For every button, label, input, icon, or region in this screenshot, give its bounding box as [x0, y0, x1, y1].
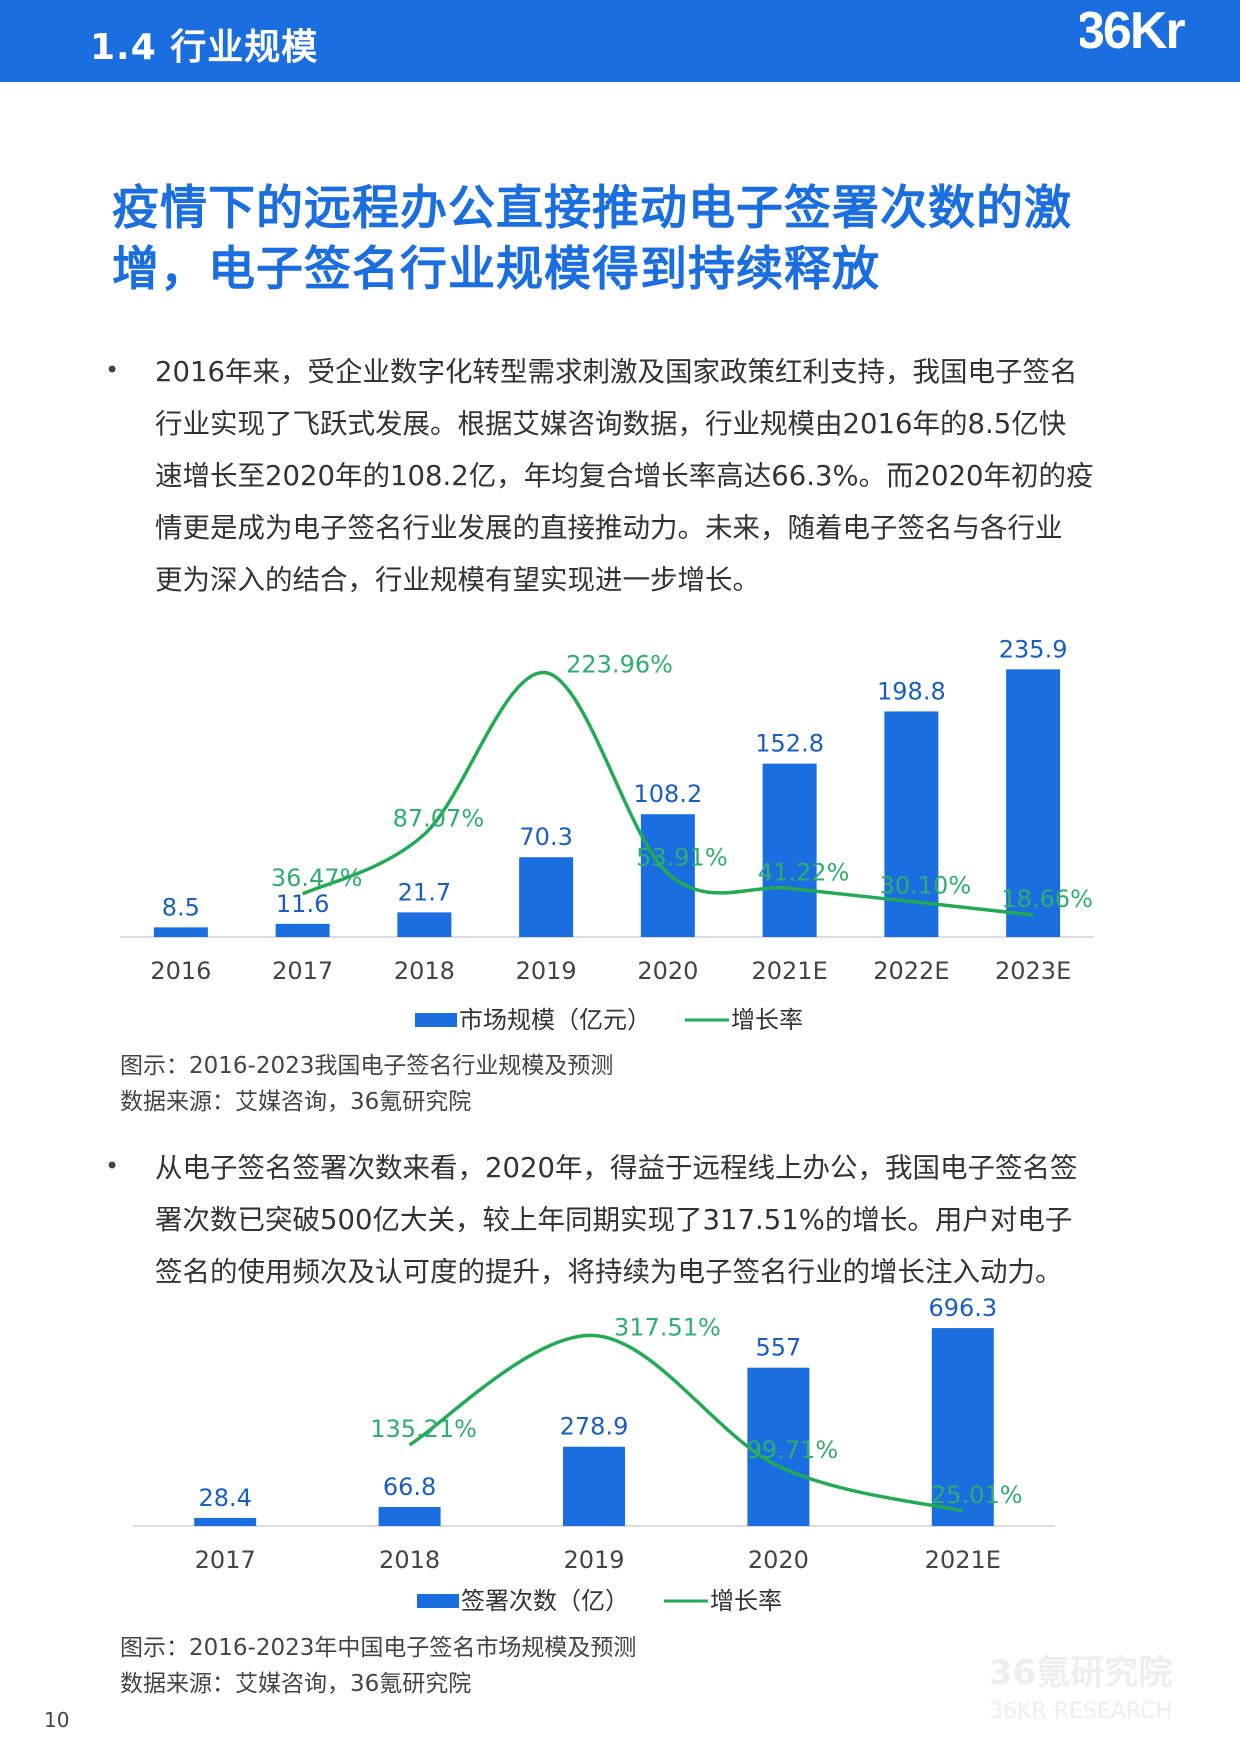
bar-value-label: 108.2 — [634, 780, 703, 808]
text-line: 从电子签名签署次数来看，2020年，得益于远程线上办公，我国电子签名签 — [155, 1152, 1078, 1184]
page-headline: 疫情下的远程办公直接推动电子签署次数的激 增，电子签名行业规模得到持续释放 — [112, 178, 1142, 300]
growth-rate-label: 87.07% — [393, 804, 485, 832]
legend-label-bar: 签署次数（亿） — [461, 1587, 629, 1615]
x-tick-label: 2023E — [995, 957, 1071, 985]
x-tick-label: 2017 — [195, 1546, 256, 1574]
growth-rate-label: 317.51% — [614, 1313, 721, 1341]
text-line: 署次数已突破500亿大关，较上年同期实现了317.51%的增长。用户对电子 — [155, 1204, 1073, 1236]
signing-count-chart: 28.4 2017 66.8 2018 278.9 2019 557 2020 696.3 202… — [133, 1294, 1055, 1615]
bar-value-label: 235.9 — [999, 635, 1068, 663]
headline-line-2: 增，电子签名行业规模得到持续释放 — [112, 242, 880, 297]
text-line: 签名的使用频次及认可度的提升，将持续为电子签名行业的增长注入动力。 — [155, 1256, 1063, 1288]
market-size-chart: 8.5 2016 11.6 2017 21.7 2018 70.3 2019 108.2 2020… — [120, 635, 1094, 1030]
growth-rate-label: 18.66% — [1001, 885, 1093, 913]
bar — [747, 1367, 810, 1526]
growth-rate-label: 41.22% — [758, 858, 850, 886]
figure-caption-1: 图示：2016-2023我国电子签名行业规模及预测 数据来源：艾媒咨询，36氪研… — [120, 1048, 613, 1120]
bar — [931, 1328, 994, 1526]
text-line: 更为深入的结合，行业规模有望实现进一步增长。 — [155, 564, 760, 596]
growth-rate-label: 25.01% — [931, 1481, 1023, 1509]
bar-value-label: 198.8 — [877, 677, 946, 705]
bar — [275, 923, 330, 937]
bar — [519, 857, 574, 937]
x-tick-label: 2021E — [925, 1546, 1001, 1574]
figure-title: 图示：2016-2023我国电子签名行业规模及预测 — [120, 1053, 614, 1079]
bar — [194, 1517, 257, 1526]
watermark: 36氪研究院 36KR RESEARCH — [989, 1653, 1172, 1724]
bar-value-label: 278.9 — [560, 1413, 629, 1441]
bar-value-label: 11.6 — [276, 890, 329, 918]
text-line: 2016年来，受企业数字化转型需求刺激及国家政策红利支持，我国电子签名 — [155, 356, 1078, 388]
36kr-logo: 36Kr — [1080, 2, 1187, 60]
text-line: 情更是成为电子签名行业发展的直接推动力。未来，随着电子签名与各行业 — [155, 512, 1063, 544]
legend-bar-swatch — [417, 1594, 459, 1608]
watermark-line-2: 36KR RESEARCH — [989, 1699, 1172, 1724]
text-line: 速增长至2020年的108.2亿，年均复合增长率高达66.3%。而2020年初的… — [155, 460, 1094, 492]
page-number: 10 — [44, 1708, 70, 1732]
bar — [1006, 669, 1061, 937]
legend-label-line: 增长率 — [710, 1587, 782, 1615]
bar-value-label: 21.7 — [398, 878, 451, 906]
bar-value-label: 8.5 — [162, 893, 200, 921]
bar — [397, 912, 452, 937]
growth-rate-label: 99.71% — [747, 1436, 839, 1464]
growth-rate-line — [408, 1333, 964, 1513]
growth-rate-label: 30.10% — [880, 871, 972, 899]
bullet-text: 从电子签名签署次数来看，2020年，得益于远程线上办公，我国电子签名签 署次数已… — [155, 1142, 1155, 1298]
logo-text: 36Kr — [1080, 2, 1185, 60]
bar-value-label: 28.4 — [198, 1484, 251, 1512]
bar-value-label: 696.3 — [928, 1294, 997, 1322]
figure-title: 图示：2016-2023年中国电子签名市场规模及预测 — [120, 1635, 637, 1661]
x-tick-label: 2021E — [752, 957, 828, 985]
bullet-symbol: • — [105, 356, 120, 384]
data-source: 数据来源：艾媒咨询，36氪研究院 — [120, 1671, 472, 1697]
section-header-bar: 1.4 行业规模 36Kr — [0, 0, 1240, 82]
chart-legend: 市场规模（亿元） 增长率 — [415, 1006, 803, 1030]
x-tick-label: 2020 — [637, 957, 698, 985]
growth-rate-label: 135.21% — [370, 1415, 477, 1443]
watermark-line-1: 36氪研究院 — [989, 1653, 1172, 1693]
legend-label-bar: 市场规模（亿元） — [459, 1006, 651, 1030]
bar-value-label: 152.8 — [755, 730, 824, 758]
bar-value-label: 557 — [755, 1334, 801, 1362]
growth-rate-label: 223.96% — [566, 651, 673, 679]
data-source: 数据来源：艾媒咨询，36氪研究院 — [120, 1089, 472, 1115]
bar-value-label: 66.8 — [383, 1473, 436, 1501]
x-tick-label: 2016 — [150, 957, 211, 985]
x-tick-label: 2018 — [379, 1546, 440, 1574]
x-tick-label: 2018 — [394, 957, 455, 985]
legend-label-line: 增长率 — [731, 1006, 803, 1030]
bar-value-label: 70.3 — [519, 823, 572, 851]
legend-bar-swatch — [415, 1013, 457, 1027]
bar — [378, 1507, 441, 1526]
growth-rate-line — [301, 670, 1034, 917]
bullet-symbol: • — [105, 1152, 120, 1180]
bar — [563, 1446, 625, 1526]
figure-caption-2: 图示：2016-2023年中国电子签名市场规模及预测 数据来源：艾媒咨询，36氪… — [120, 1630, 636, 1702]
x-tick-label: 2017 — [272, 957, 333, 985]
text-line: 行业实现了飞跃式发展。根据艾媒咨询数据，行业规模由2016年的8.5亿快 — [155, 408, 1067, 440]
growth-rate-label: 36.47% — [271, 864, 363, 892]
chart-legend: 签署次数（亿） 增长率 — [417, 1587, 782, 1615]
bullet-text: 2016年来，受企业数字化转型需求刺激及国家政策红利支持，我国电子签名 行业实现… — [155, 346, 1155, 606]
x-tick-label: 2022E — [873, 957, 949, 985]
x-tick-label: 2019 — [563, 1546, 624, 1574]
x-tick-label: 2019 — [516, 957, 577, 985]
growth-rate-label: 53.91% — [636, 843, 728, 871]
x-tick-label: 2020 — [748, 1546, 809, 1574]
section-title: 1.4 行业规模 — [90, 27, 319, 68]
bar — [762, 763, 817, 937]
headline-line-1: 疫情下的远程办公直接推动电子签署次数的激 — [112, 181, 1072, 236]
bar — [153, 927, 208, 937]
